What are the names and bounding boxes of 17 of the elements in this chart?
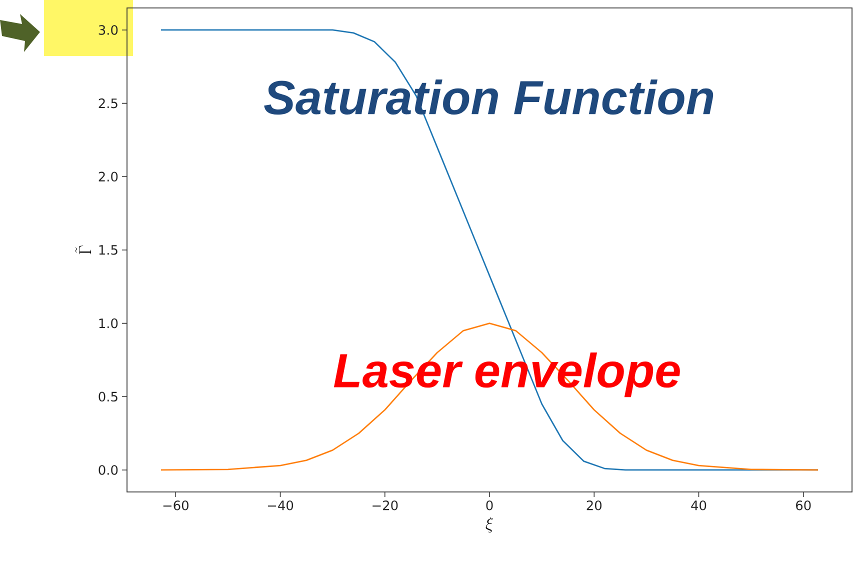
x-tick-label: 0 [486, 500, 493, 510]
y-axis-title: $\tilde{\Gamma}$ [75, 246, 92, 254]
x-tick-label: −20 [372, 500, 398, 510]
x-tick-label: 20 [586, 500, 602, 510]
x-tick-label: −60 [163, 500, 188, 510]
x-tick-label: −40 [268, 500, 294, 510]
y-tick-label: 2.0 [98, 172, 118, 182]
x-tick-label: 60 [796, 500, 811, 510]
y-tick-label: 0.5 [98, 392, 118, 402]
y-tick-label: 3.0 [98, 25, 118, 35]
x-tick-label: 40 [691, 500, 706, 510]
x-axis-title: $\xi$ [486, 517, 493, 533]
y-tick-label: 1.0 [99, 318, 118, 328]
y-tick-label: 0.0 [98, 465, 118, 475]
y-tick-label: 1.5 [99, 245, 118, 255]
y-tick-label: 2.5 [98, 98, 118, 108]
line-series [160, 322, 819, 471]
